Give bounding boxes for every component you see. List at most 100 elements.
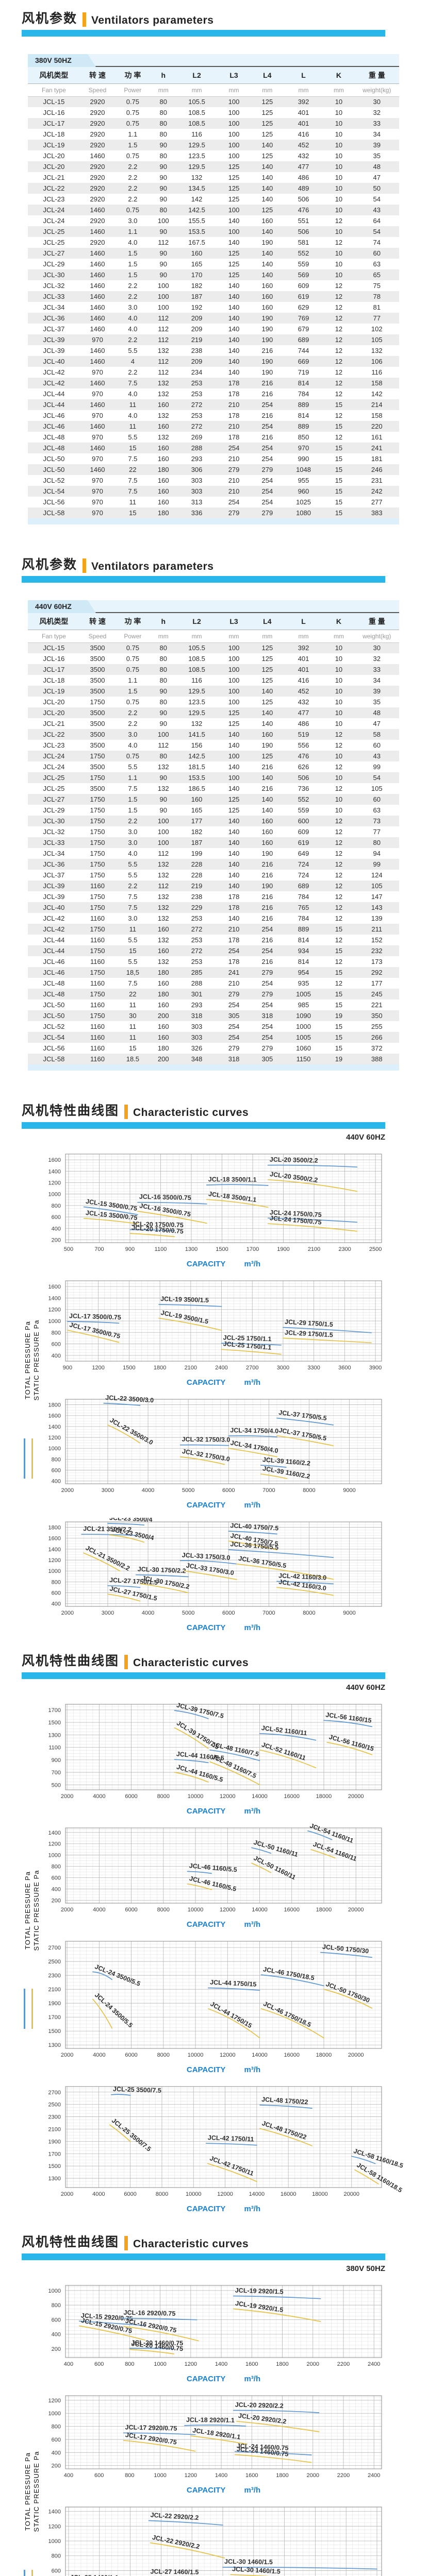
cell: 1.5	[128, 141, 138, 149]
cell: 2.2	[128, 174, 138, 181]
capacity-label: CAPACITY	[186, 2065, 226, 2074]
cell: 132	[191, 720, 203, 727]
cell: 216	[261, 379, 273, 387]
svg-text:600: 600	[52, 1590, 61, 1597]
accent-bar-icon	[124, 1105, 128, 1119]
table-row: JCL-44 1460 11 160 272 210 254 889 15 214	[28, 399, 399, 410]
static-pressure-label: STATIC PRESSURE Pa	[32, 1319, 40, 1401]
static-pressure-curve	[323, 1989, 373, 2009]
cell: 180	[157, 969, 169, 976]
x-axis-title: CAPACITY m³/h	[65, 1501, 382, 1510]
cell: 934	[298, 947, 309, 955]
cell: 125	[228, 260, 240, 268]
svg-text:1800: 1800	[276, 2361, 288, 2367]
cell: 254	[261, 477, 273, 484]
cell: 2920	[90, 130, 105, 138]
cell: 1460	[90, 282, 105, 290]
cell: JCL-54	[43, 1033, 65, 1041]
static-pressure-curve	[326, 1742, 373, 1755]
cell: JCL-18	[43, 676, 65, 684]
minor-grid	[65, 1941, 382, 2049]
table-row: JCL-39 1460 5.5 132 238 140 216 744 12 132	[28, 345, 399, 356]
cell: JCL-39	[43, 336, 65, 344]
cell: 5.5	[128, 936, 138, 944]
cell: 15	[335, 925, 343, 933]
svg-text:10000: 10000	[188, 1907, 204, 1913]
cell: 134.5	[188, 184, 205, 192]
cell: 4	[130, 358, 135, 365]
curve-label: JCL-19 3500/1.5	[160, 1295, 209, 1304]
cell: 1.5	[128, 806, 138, 814]
static-pressure-curve	[228, 1540, 277, 1551]
major-grid	[65, 1522, 382, 1606]
curve-label: JCL-42 1750/11	[208, 2134, 254, 2143]
column-header: h	[150, 613, 176, 630]
cell: 10	[335, 152, 343, 160]
cell: 108.5	[188, 666, 205, 673]
cell: 231	[371, 477, 383, 484]
cell: 5.5	[128, 347, 138, 354]
cell: 32	[373, 655, 381, 663]
major-grid	[65, 1828, 382, 1903]
cell: 140	[261, 228, 273, 235]
major-grid	[65, 1154, 382, 1243]
cell: 4.0	[128, 412, 138, 419]
cell: 3500	[90, 676, 105, 684]
cell: 100	[157, 303, 169, 311]
cell: 12	[335, 741, 343, 749]
cell: 132	[157, 914, 169, 922]
curve-label: JCL-22 3500/3.0	[109, 1416, 155, 1446]
cell: 181.5	[188, 763, 205, 771]
cell: 160	[261, 217, 273, 225]
cell: 140	[228, 731, 240, 738]
svg-text:8000: 8000	[157, 1793, 170, 1800]
cell: 10	[335, 184, 343, 192]
column-header: L	[284, 67, 323, 84]
cell: 80	[159, 644, 167, 652]
cell: 216	[261, 860, 273, 868]
capacity-label: CAPACITY	[186, 1260, 226, 1268]
curve-label: JCL-22 2920/2.2	[150, 2512, 199, 2522]
cell: 100	[228, 109, 240, 116]
static-pressure-curve	[107, 1594, 141, 1602]
curve-label: JCL-30 1460/1.5	[224, 2558, 273, 2566]
svg-text:2100: 2100	[185, 1365, 197, 1371]
svg-text:200: 200	[52, 2463, 61, 2469]
cell: 7.5	[128, 477, 138, 484]
table-row: JCL-50 970 7.5 160 293 210 254 990 15 181	[28, 453, 399, 464]
cell: 129.5	[188, 687, 205, 695]
total-pressure-curve	[260, 1465, 287, 1468]
cell: 140	[228, 303, 240, 311]
cell: JCL-42	[43, 925, 65, 933]
cell: 140	[228, 828, 240, 836]
cell: JCL-19	[43, 687, 65, 695]
cell: JCL-39	[43, 893, 65, 901]
cell: JCL-33	[43, 293, 65, 300]
characteristic-chart-7: 1300 1500 1700 1900 2100 2300 2500 2700 2000 4000…	[22, 2082, 414, 2213]
static-pressure-legend-line	[31, 1989, 33, 2029]
cell: 125	[261, 655, 273, 663]
cell: 669	[298, 358, 309, 365]
table-row: JCL-37 1460 4.0 112 209 140 190 679 12 102	[28, 324, 399, 334]
cell: 2.2	[128, 336, 138, 344]
table-row: JCL-24 1460 0.75 80 142.5 100 125 476 10 43	[28, 205, 399, 215]
cell: 142	[371, 390, 383, 398]
cell: 0.75	[126, 655, 140, 663]
svg-text:700: 700	[94, 1246, 104, 1252]
cell: 140	[261, 174, 273, 181]
svg-text:1700: 1700	[48, 2151, 61, 2157]
cell: 181	[371, 455, 383, 463]
svg-text:2300: 2300	[48, 2114, 61, 2121]
section-divider-bar	[22, 1672, 385, 1679]
cell: 99	[373, 763, 381, 771]
cell: 313	[191, 498, 203, 506]
total-pressure-curve	[233, 2295, 321, 2299]
svg-text:16000: 16000	[284, 1907, 300, 1913]
static-pressure-curve	[83, 1217, 138, 1225]
cell: 216	[261, 412, 273, 419]
cell: 100	[157, 282, 169, 290]
cell: 60	[373, 795, 381, 803]
cell: 100	[228, 120, 240, 127]
svg-text:1900: 1900	[48, 2139, 61, 2145]
cell: 10	[335, 655, 343, 663]
